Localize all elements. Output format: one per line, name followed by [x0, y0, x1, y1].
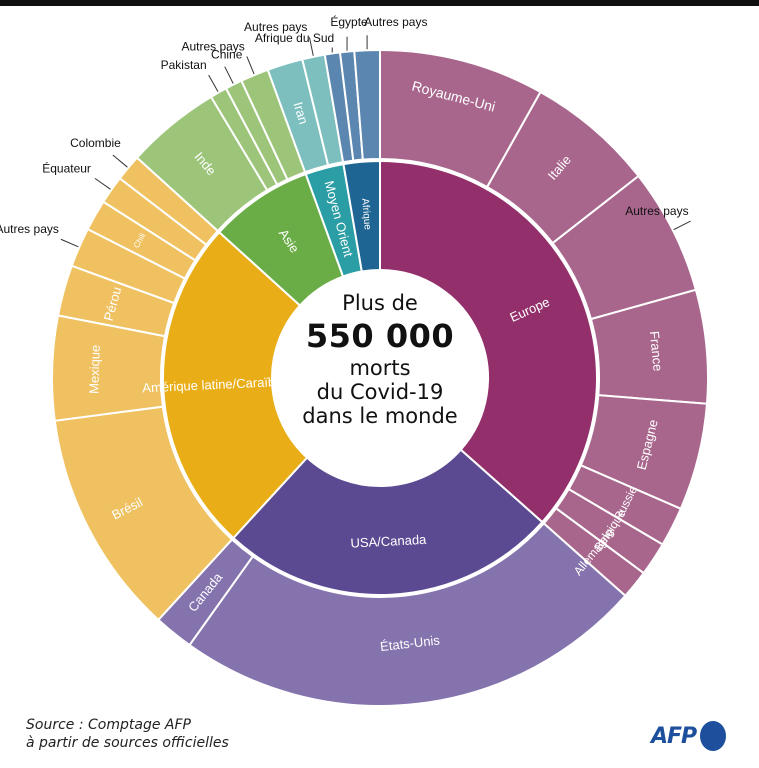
outer-label-moyen-orient-iran: Iran [290, 100, 311, 126]
leader-line-amerique-latine-caraibes-autres-pays [60, 238, 79, 248]
source-note: Source : Comptage AFP à partir de source… [26, 716, 229, 752]
leader-line-asie-chine [224, 66, 234, 84]
outer-label-amerique-latine-caraibes-equateur: Équateur [42, 160, 91, 175]
center-line-3: morts [349, 356, 411, 380]
outer-label-amerique-latine-caraibes-autres-pays: Autres pays [0, 222, 59, 236]
outer-segment-afrique-autres-pays [353, 48, 381, 161]
center-label: Plus de 550 000 morts du Covid-19 dans l… [280, 290, 480, 428]
center-total: 550 000 [305, 317, 455, 355]
inner-segment-europe [379, 159, 598, 524]
leader-line-europe-autres-pays [673, 220, 691, 231]
top-bar [0, 0, 759, 6]
center-line-4: du Covid-19 [316, 380, 444, 404]
leader-line-asie-autres-pays [246, 56, 255, 75]
source-line-2: à partir de sources officielles [26, 735, 229, 751]
outer-label-amerique-latine-caraibes-colombie: Colombie [70, 136, 121, 150]
inner-segment-usa-canada [231, 448, 544, 596]
outer-label-afrique-afrique-du-sud: Afrique du Sud [255, 31, 334, 45]
outer-label-asie-chine: Chine [211, 48, 243, 62]
center-line-5: dans le monde [302, 404, 458, 428]
outer-label-amerique-latine-caraibes-mexique: Mexique [86, 344, 102, 394]
inner-label-afrique: Afrique [359, 198, 373, 231]
afp-logo-text: AFP [651, 723, 697, 749]
inner-segment-afrique [342, 159, 381, 273]
outer-label-europe-france: France [647, 330, 666, 372]
outer-label-afrique-egypte: Égypte [330, 14, 368, 29]
leader-line-moyen-orient-autres-pays [308, 37, 314, 56]
center-line-1: Plus de [342, 291, 418, 315]
outer-label-afrique-autres-pays: Autres pays [364, 15, 427, 29]
source-line-1: Source : Comptage AFP [26, 717, 191, 733]
leader-line-asie-pakistan [208, 74, 219, 92]
afp-logo-dot-icon [700, 721, 727, 751]
outer-label-usa-canada-etats-unis: États-Unis [379, 632, 441, 654]
afp-logo: AFP [651, 721, 727, 751]
outer-segment-usa-canada-etats-unis [188, 521, 627, 707]
leader-line-amerique-latine-caraibes-colombie [112, 154, 128, 168]
inner-segment-amerique-latine-caraibes [162, 230, 309, 540]
leader-line-amerique-latine-caraibes-equateur [94, 177, 111, 190]
outer-label-asie-pakistan: Pakistan [161, 58, 207, 72]
outer-label-europe-autres-pays: Autres pays [625, 204, 688, 218]
outer-label-asie-autres-pays: Autres pays [181, 39, 244, 53]
inner-label-usa-canada: USA/Canada [350, 532, 427, 551]
inner-label-amerique-latine-caraibes: Amérique latine/Caraïbes [142, 374, 290, 396]
center-hole [273, 271, 487, 485]
outer-label-moyen-orient-autres-pays: Autres pays [244, 20, 307, 34]
